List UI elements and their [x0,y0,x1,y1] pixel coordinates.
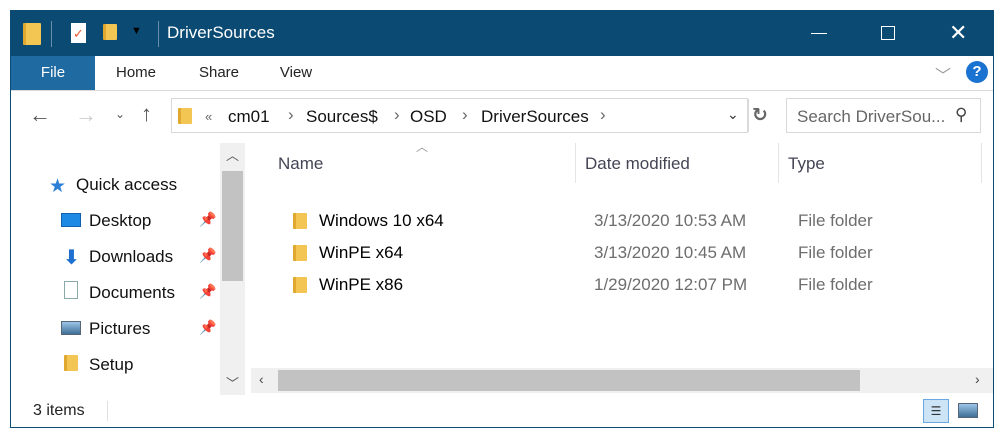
chevron-right-icon[interactable]: › [600,105,606,124]
address-bar[interactable]: « cm01 › Sources$ › OSD › DriverSources … [171,98,749,133]
tab-home[interactable]: Home [115,64,156,81]
maximize-button[interactable] [881,26,895,40]
expand-ribbon-icon[interactable]: ﹀ [935,68,952,85]
scroll-up-icon[interactable]: ︿ [226,148,240,163]
pin-icon[interactable]: 📌 [199,211,217,227]
divider [575,143,576,183]
column-date-modified[interactable]: Date modified [585,154,690,173]
crumb-driversources[interactable]: DriverSources [481,107,589,126]
download-icon: ⬇ [63,247,80,269]
file-type: File folder [798,243,873,262]
details-view-button[interactable]: ☰ [923,399,949,423]
title-bar: ✓ ▼ DriverSources ✕ [11,11,993,56]
nav-setup[interactable]: Setup [89,355,134,374]
scroll-right-icon[interactable]: › [975,371,980,387]
tab-file[interactable]: File [11,56,95,90]
horizontal-scrollbar[interactable]: ‹ › [251,368,993,393]
pin-icon[interactable]: 📌 [199,319,217,335]
large-icons-view-button[interactable] [958,403,978,418]
up-button[interactable]: ↑ [141,101,152,126]
file-row[interactable]: WinPE x64 3/13/2020 10:45 AM File folder [281,239,981,269]
chevron-right-icon[interactable]: › [394,105,400,124]
tab-share[interactable]: Share [198,64,240,81]
divider [107,401,108,421]
nav-scrollbar[interactable]: ︿ ﹀ [220,143,245,395]
divider [748,99,749,132]
crumb-osd[interactable]: OSD [410,107,447,126]
scroll-left-icon[interactable]: ‹ [259,371,264,387]
pin-icon[interactable]: 📌 [199,247,217,263]
file-date: 3/13/2020 10:45 AM [594,243,747,262]
file-name: Windows 10 x64 [319,211,444,230]
nav-quick-access[interactable]: Quick access [76,175,178,194]
scroll-thumb[interactable] [222,171,243,281]
file-name: WinPE x86 [319,275,404,294]
crumb-cm01[interactable]: cm01 [228,107,270,126]
status-item-count: 3 items [33,402,85,419]
refresh-button[interactable]: ↻ [752,105,768,126]
chevron-right-icon[interactable]: › [288,105,294,124]
folder-icon [64,355,78,371]
minimize-button[interactable] [811,33,827,34]
scroll-thumb[interactable] [278,370,860,391]
star-icon: ★ [49,176,67,197]
folder-icon [293,213,307,229]
divider [51,21,52,47]
pin-icon[interactable]: 📌 [199,283,217,299]
scroll-down-icon[interactable]: ﹀ [226,376,240,391]
nav-downloads[interactable]: Downloads [89,247,174,266]
crumb-sources[interactable]: Sources$ [306,107,378,126]
pictures-icon [61,321,81,335]
nav-pictures[interactable]: Pictures [89,319,151,338]
explorer-window: ✓ ▼ DriverSources ✕ File Home Share View… [10,10,994,428]
file-date: 1/29/2020 12:07 PM [594,275,748,294]
window-title: DriverSources [167,23,275,42]
recent-locations-button[interactable]: ⌄ [115,107,126,121]
search-input[interactable]: Search DriverSou... ⚲ [786,98,981,133]
folder-icon [293,245,307,261]
nav-documents[interactable]: Documents [89,283,175,302]
file-date: 3/13/2020 10:53 AM [594,211,747,230]
tab-view[interactable]: View [279,64,313,81]
help-icon[interactable]: ? [966,61,988,83]
divider [158,21,159,47]
file-name: WinPE x64 [319,243,404,262]
new-folder-icon[interactable] [103,24,117,40]
file-row[interactable]: Windows 10 x64 3/13/2020 10:53 AM File f… [281,207,981,237]
back-button[interactable]: ← [29,102,51,127]
customize-toolbar-icon[interactable]: ▼ [131,25,142,37]
search-icon[interactable]: ⚲ [955,105,968,124]
column-name[interactable]: Name [278,154,324,173]
search-placeholder: Search DriverSou... [797,107,946,126]
sort-ascending-icon: ︿ [416,140,429,154]
folder-icon [293,277,307,293]
file-row[interactable]: WinPE x86 1/29/2020 12:07 PM File folder [281,271,981,301]
chevron-right-icon[interactable]: › [462,105,468,124]
column-type[interactable]: Type [788,154,825,173]
divider [778,143,779,183]
divider [981,143,982,183]
address-dropdown-icon[interactable]: ⌄ [727,106,739,122]
close-button[interactable]: ✕ [949,20,968,45]
folder-icon [23,23,41,45]
ribbon: File Home Share View ﹀ ? [11,56,993,91]
folder-icon [178,108,192,124]
document-icon [64,281,78,299]
overflow-crumbs[interactable]: « [205,109,213,124]
file-type: File folder [798,211,873,230]
forward-button[interactable]: → [75,102,97,127]
desktop-icon [61,213,81,227]
properties-icon[interactable]: ✓ [71,23,86,43]
file-type: File folder [798,275,873,294]
nav-desktop[interactable]: Desktop [89,211,152,230]
